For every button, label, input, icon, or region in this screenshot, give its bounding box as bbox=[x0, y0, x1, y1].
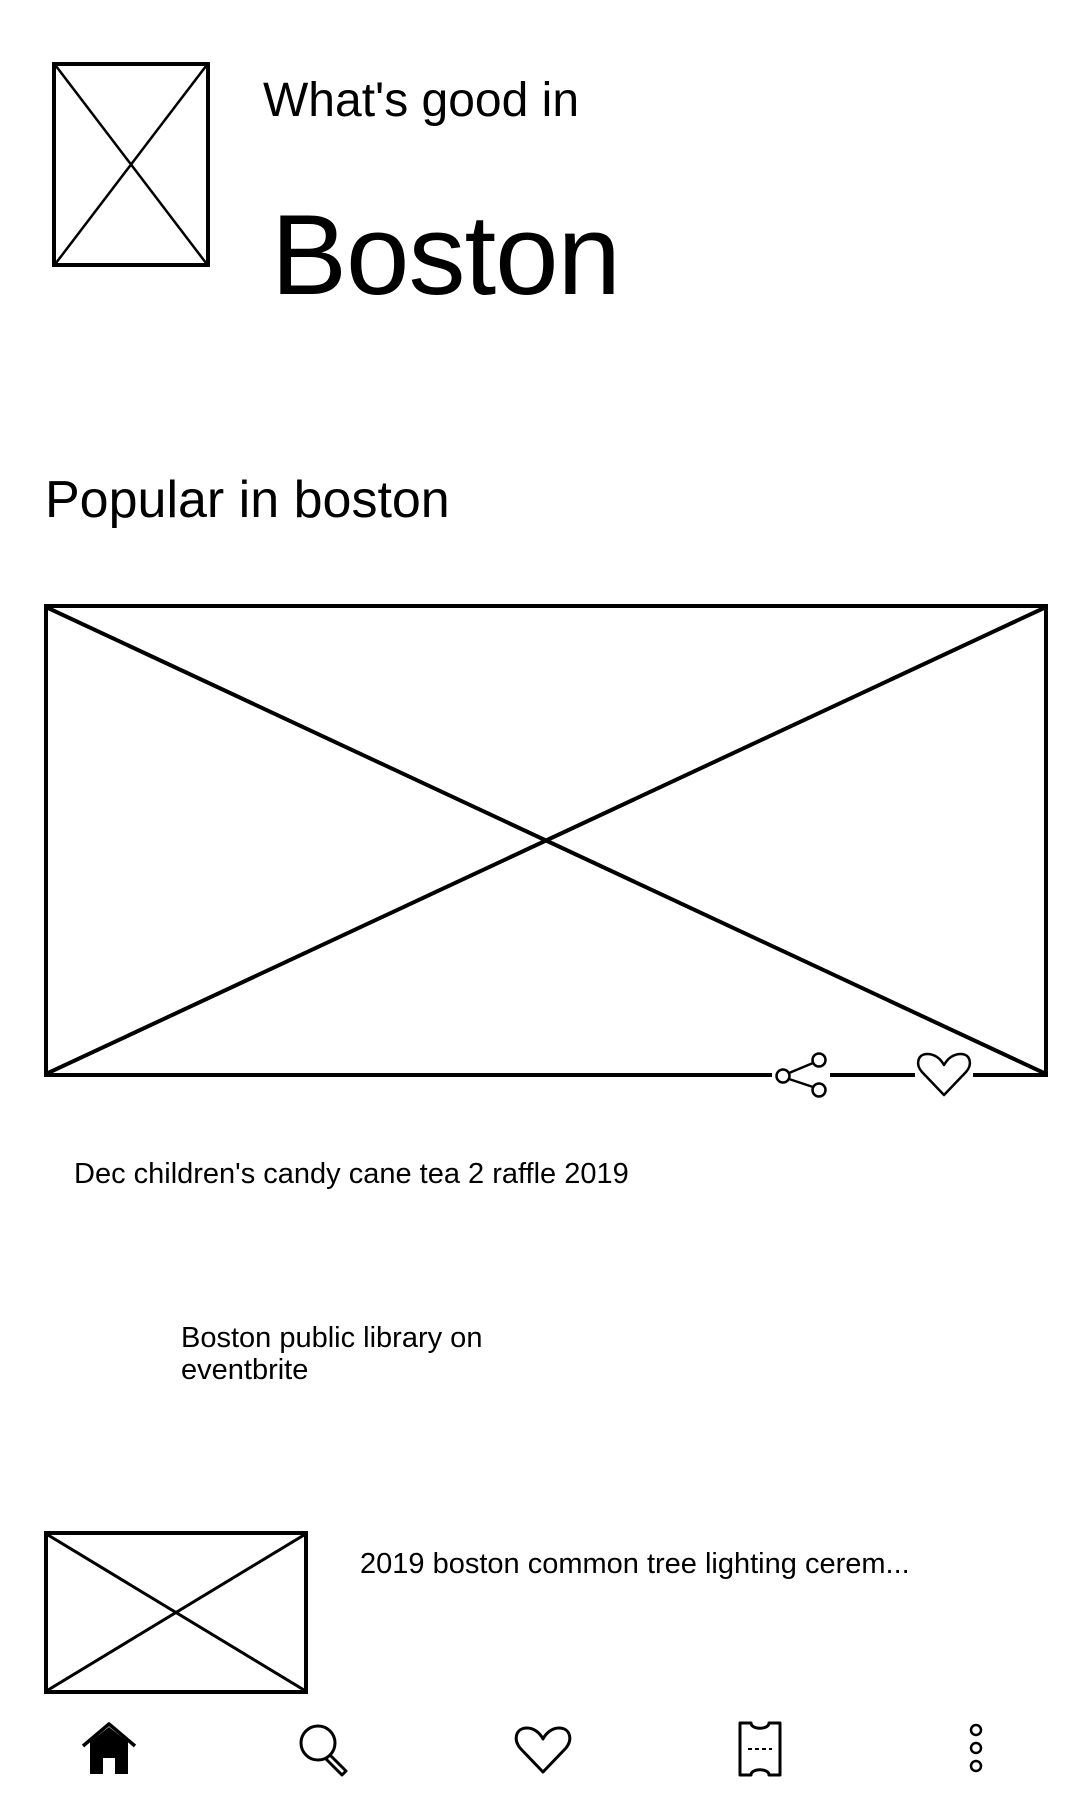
list-item-thumbnail[interactable] bbox=[44, 1531, 308, 1694]
city-title: Boston bbox=[271, 192, 621, 319]
featured-event-image[interactable] bbox=[44, 604, 1048, 1077]
search-icon[interactable] bbox=[296, 1722, 354, 1778]
image-placeholder-icon bbox=[56, 66, 206, 263]
heart-icon[interactable] bbox=[514, 1724, 572, 1776]
ticket-icon[interactable] bbox=[736, 1720, 784, 1778]
share-icon[interactable] bbox=[772, 1050, 830, 1098]
header-subtitle: What's good in bbox=[263, 74, 580, 127]
home-icon[interactable] bbox=[80, 1720, 138, 1776]
more-vertical-icon[interactable] bbox=[964, 1722, 988, 1778]
list-item-title[interactable]: 2019 boston common tree lighting cerem..… bbox=[360, 1548, 910, 1580]
section-title: Popular in boston bbox=[45, 471, 450, 529]
featured-organizer[interactable]: Boston public library on eventbrite bbox=[181, 1322, 483, 1386]
featured-event-title[interactable]: Dec children's candy cane tea 2 raffle 2… bbox=[74, 1158, 629, 1190]
image-placeholder-icon bbox=[48, 1535, 304, 1690]
bottom-nav bbox=[0, 1700, 1080, 1800]
like-heart-icon[interactable] bbox=[915, 1050, 973, 1100]
logo-placeholder bbox=[52, 62, 210, 267]
image-placeholder-icon bbox=[48, 608, 1044, 1073]
